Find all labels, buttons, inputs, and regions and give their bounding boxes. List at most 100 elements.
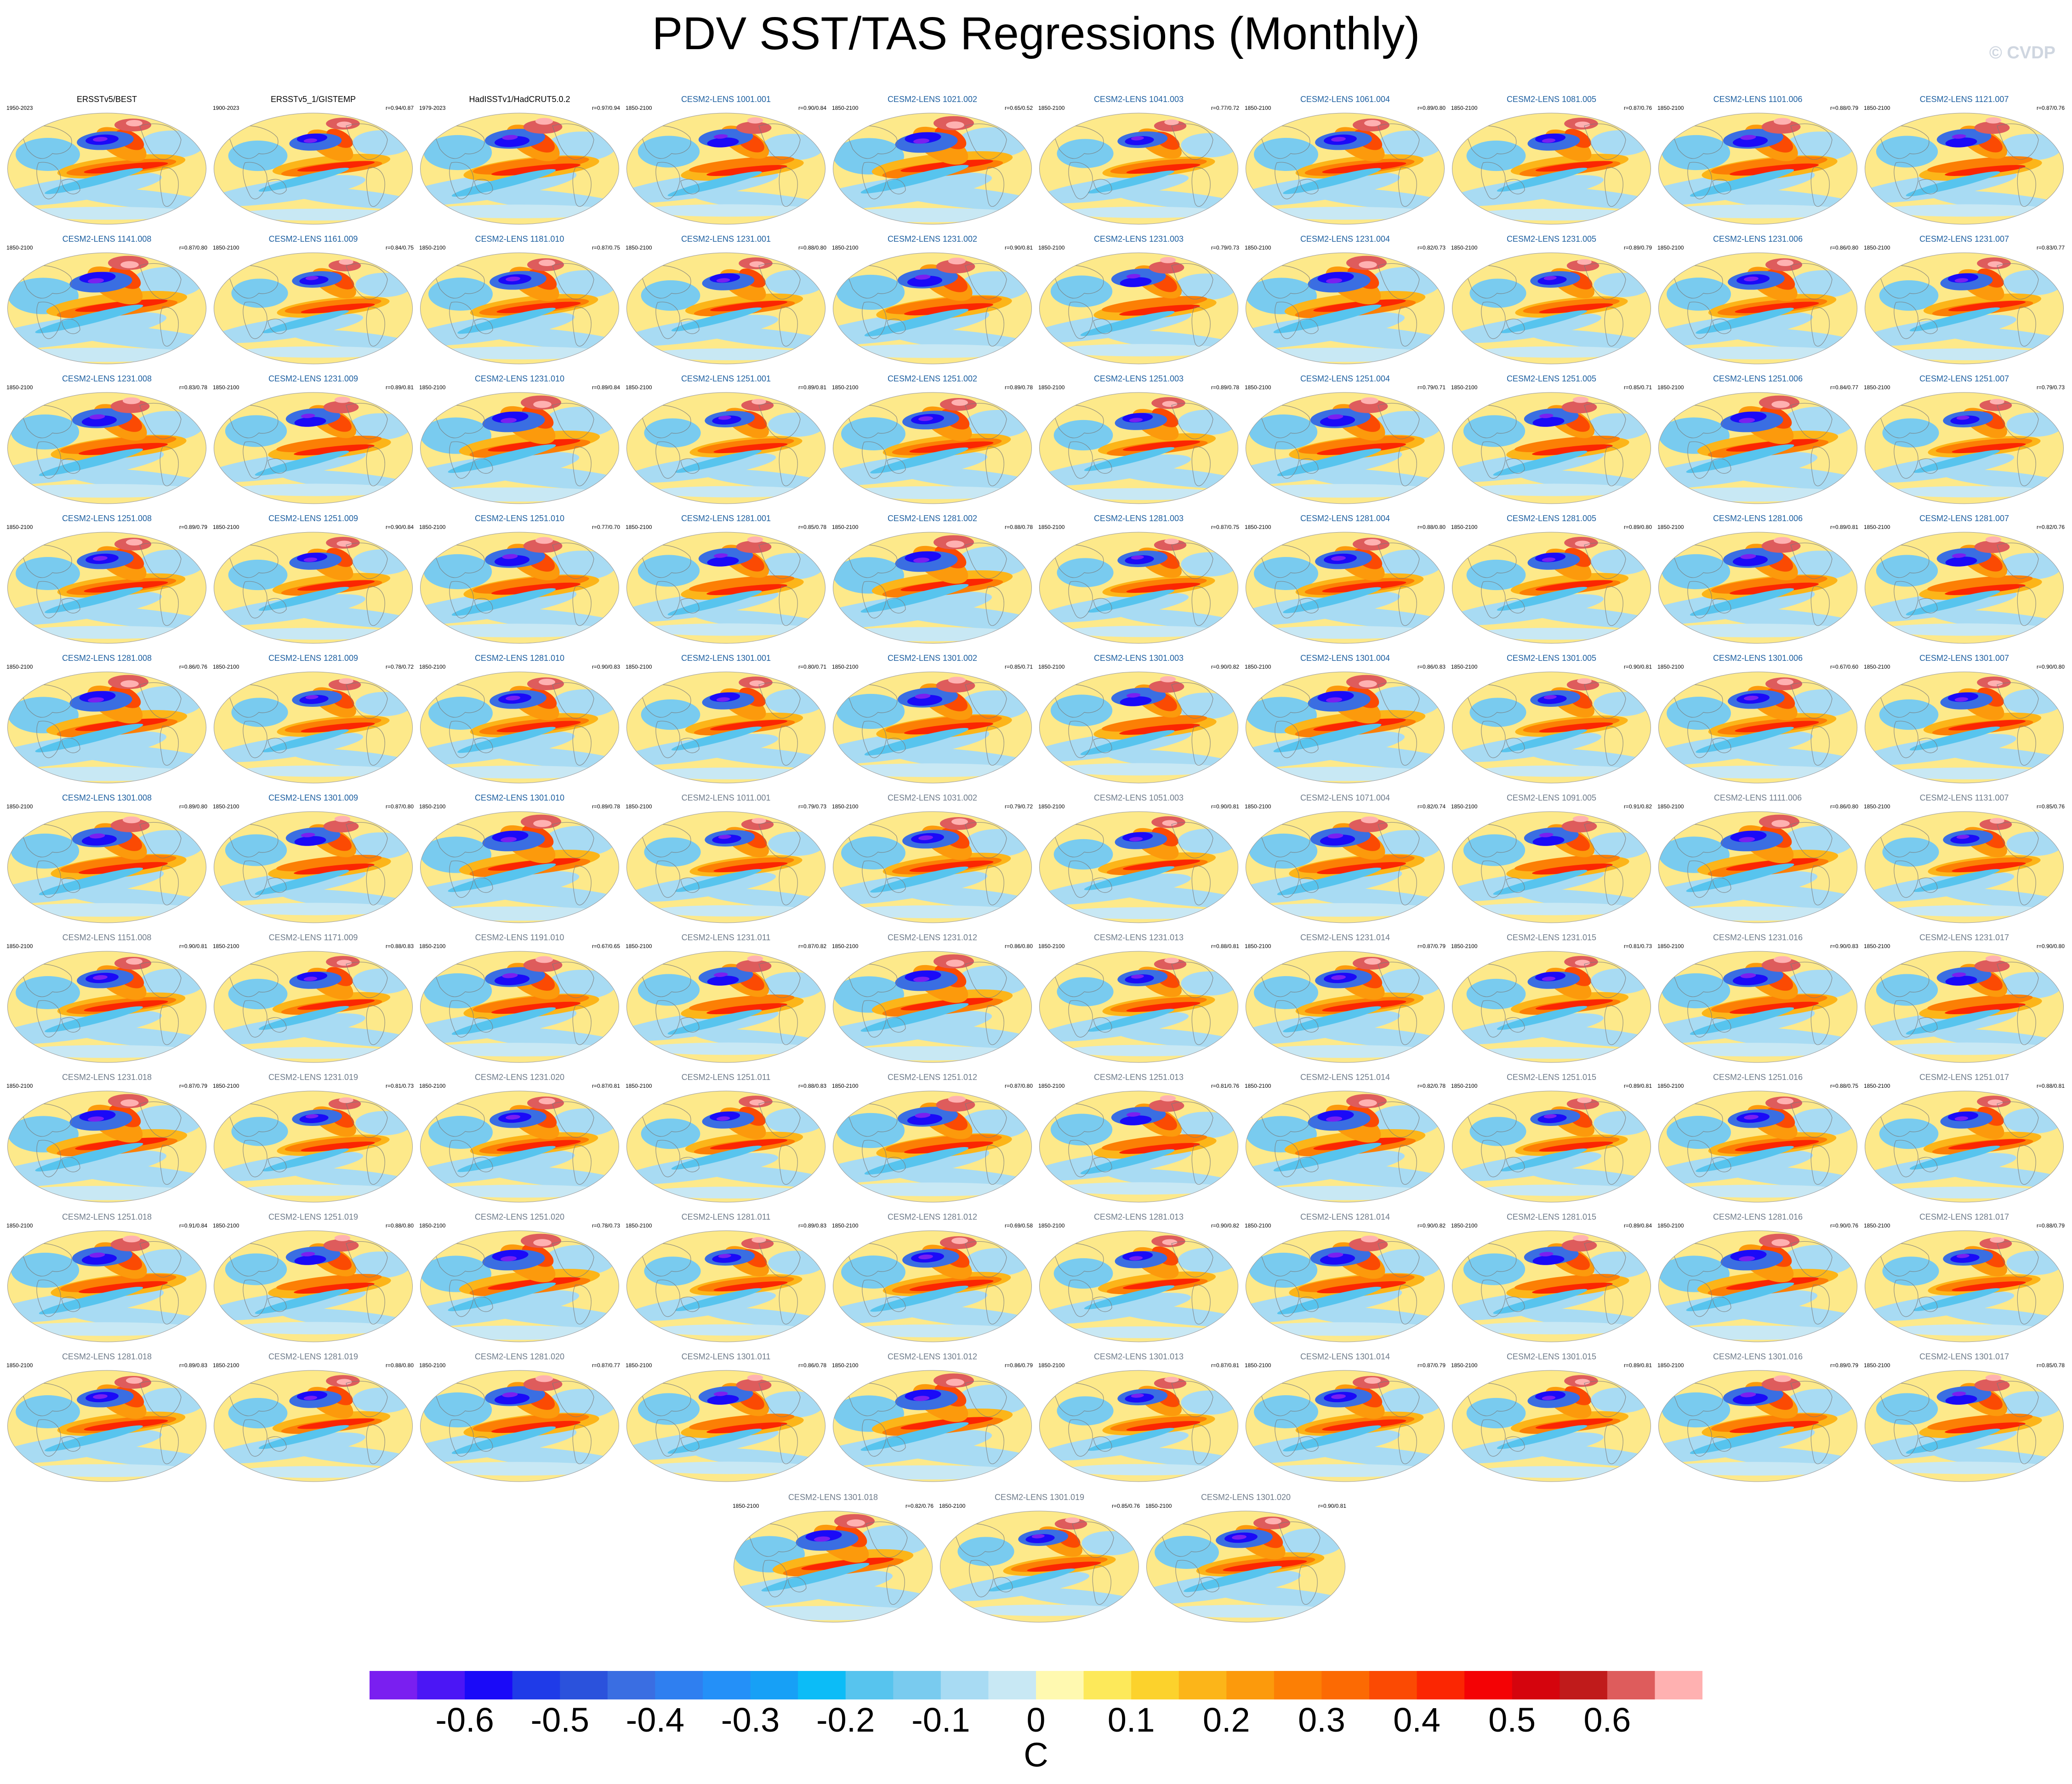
colorbar-units: C bbox=[1024, 1736, 1048, 1774]
regression-map bbox=[1452, 1230, 1651, 1342]
map-panel: CESM2-LENS 1231.012 1850-2100 r=0.86/0.80 bbox=[830, 930, 1035, 1068]
panel-correlation: r=0.86/0.76 bbox=[179, 664, 207, 670]
field-shading bbox=[1773, 537, 1792, 544]
field-shading bbox=[1761, 539, 1801, 553]
regression-map bbox=[1246, 532, 1445, 644]
field-shading bbox=[1497, 1006, 1588, 1030]
panel-years: 1850-2100 bbox=[6, 1362, 33, 1369]
coastline bbox=[449, 1140, 474, 1177]
coastline bbox=[680, 318, 700, 334]
coastline bbox=[552, 542, 594, 579]
panel-correlation: r=0.89/0.83 bbox=[798, 1222, 826, 1229]
regression-map bbox=[626, 1370, 825, 1482]
panel-correlation: r=0.86/0.80 bbox=[1830, 803, 1858, 810]
regression-map bbox=[1452, 811, 1651, 923]
field-shading bbox=[2000, 972, 2062, 999]
panel-title: CESM2-LENS 1061.004 bbox=[1300, 95, 1390, 104]
map-border bbox=[1246, 113, 1445, 225]
coastline bbox=[779, 446, 798, 486]
field-shading bbox=[1952, 1392, 1966, 1396]
coastline bbox=[449, 581, 474, 619]
field-shading bbox=[1120, 696, 1152, 706]
coastline bbox=[1378, 682, 1420, 719]
map-panel: CESM2-LENS 1121.007 1850-2100 r=0.87/0.76 bbox=[1862, 92, 2066, 230]
field-shading bbox=[841, 905, 1025, 918]
coastline bbox=[159, 586, 179, 626]
map-panel: CESM2-LENS 1251.018 1850-2100 r=0.91/0.84 bbox=[5, 1210, 209, 1347]
field-shading bbox=[948, 257, 966, 265]
coastline bbox=[1604, 307, 1623, 347]
colorbar-tick-label: 0.3 bbox=[1298, 1701, 1345, 1739]
field-shading bbox=[948, 676, 966, 684]
field-shading bbox=[1738, 418, 1755, 423]
field-shading bbox=[7, 484, 202, 498]
panel-title: CESM2-LENS 1251.013 bbox=[1093, 1073, 1184, 1082]
field-shading bbox=[1696, 307, 1794, 334]
field-shading bbox=[467, 882, 619, 910]
coastline bbox=[1997, 542, 2039, 579]
field-shading bbox=[1594, 1111, 1651, 1136]
panel-years: 1850-2100 bbox=[1451, 803, 1478, 810]
field-shading bbox=[79, 1281, 168, 1294]
map-border bbox=[420, 951, 619, 1063]
map-panel: CESM2-LENS 1301.004 1850-2100 r=0.86/0.83 bbox=[1243, 651, 1447, 789]
field-shading bbox=[448, 444, 556, 473]
regression-map bbox=[833, 532, 1032, 644]
map-border bbox=[940, 1511, 1139, 1623]
coastline bbox=[887, 1296, 906, 1312]
field-shading bbox=[301, 414, 315, 418]
panel-years: 1850-2100 bbox=[733, 1503, 759, 1509]
coastline bbox=[965, 822, 1007, 858]
coastline bbox=[552, 1101, 594, 1138]
field-shading bbox=[936, 1098, 975, 1112]
panel-correlation: r=0.80/0.71 bbox=[798, 664, 826, 670]
coastline bbox=[139, 822, 182, 858]
colorbar-tick-label: 0.5 bbox=[1488, 1701, 1536, 1739]
field-shading bbox=[1249, 414, 1318, 450]
panel-years: 1850-2100 bbox=[1038, 1083, 1065, 1089]
map-panel: CESM2-LENS 1251.020 1850-2100 r=0.78/0.73 bbox=[417, 1210, 622, 1347]
map-border bbox=[1452, 811, 1651, 923]
field-shading bbox=[1927, 156, 2033, 173]
coastline bbox=[36, 162, 61, 199]
regression-map bbox=[420, 1370, 619, 1482]
map-panel: HadISSTv1/HadCRUT5.0.2 1979-2023 r=0.97/0.… bbox=[417, 92, 622, 230]
map-panel: CESM2-LENS 1021.002 1850-2100 r=0.65/0.52 bbox=[830, 92, 1035, 230]
coastline bbox=[1997, 263, 2039, 300]
field-shading bbox=[749, 261, 765, 267]
coastline bbox=[969, 1560, 994, 1597]
coastline bbox=[862, 301, 887, 339]
panel-years: 1850-2100 bbox=[1451, 1083, 1478, 1089]
field-shading bbox=[638, 974, 700, 1006]
field-shading bbox=[1662, 973, 1730, 1009]
field-shading bbox=[1178, 1248, 1237, 1273]
coastline bbox=[985, 307, 1004, 347]
coastline bbox=[1191, 726, 1211, 766]
coastline bbox=[139, 961, 182, 998]
regression-map bbox=[1246, 252, 1445, 364]
panel-title: CESM2-LENS 1301.015 bbox=[1506, 1352, 1597, 1361]
panel-title: CESM2-LENS 1301.014 bbox=[1300, 1352, 1390, 1361]
panel-years: 1850-2100 bbox=[1038, 1362, 1065, 1369]
field-shading bbox=[491, 582, 581, 595]
coastline bbox=[1299, 1157, 1319, 1172]
panel-correlation: r=0.87/0.80 bbox=[385, 803, 414, 810]
map-panel: CESM2-LENS 1301.019 1850-2100 r=0.85/0.76 bbox=[937, 1490, 1142, 1628]
field-shading bbox=[258, 586, 349, 611]
field-shading bbox=[1292, 324, 1445, 351]
field-shading bbox=[706, 1003, 787, 1014]
panel-correlation: r=0.85/0.78 bbox=[798, 524, 826, 530]
field-shading bbox=[233, 1466, 402, 1478]
map-panel: CESM2-LENS 1301.011 1850-2100 r=0.86/0.78 bbox=[624, 1349, 828, 1487]
field-shading bbox=[79, 443, 168, 455]
coastline bbox=[758, 961, 801, 998]
coastline bbox=[268, 458, 287, 474]
field-shading bbox=[1497, 586, 1588, 611]
field-shading bbox=[706, 165, 787, 176]
field-shading bbox=[423, 554, 492, 590]
coastline bbox=[965, 1381, 1007, 1417]
colorbar-swatch bbox=[1512, 1671, 1560, 1699]
field-shading bbox=[1273, 1142, 1382, 1172]
field-shading bbox=[225, 415, 287, 447]
coastline bbox=[965, 1101, 1007, 1138]
